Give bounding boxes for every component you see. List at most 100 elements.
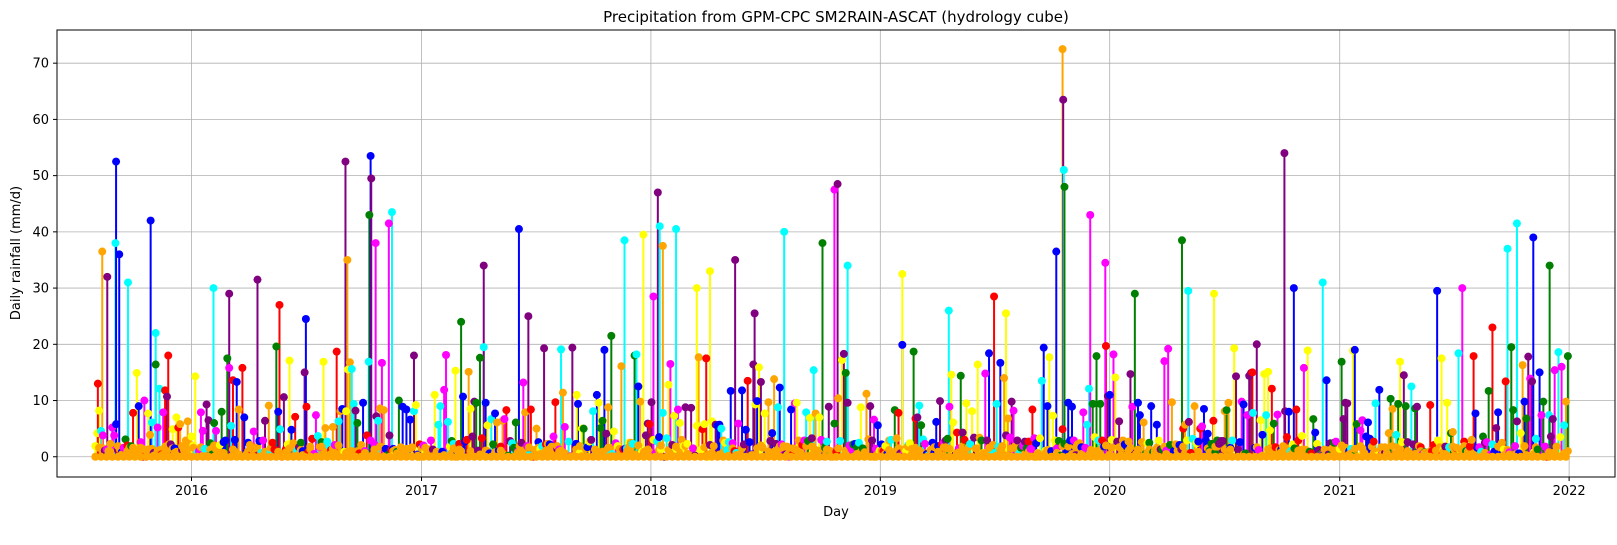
data-point [664,380,673,389]
data-point [1292,405,1301,414]
data-point [743,376,752,385]
zero-point [1443,452,1452,461]
zero-point [357,452,366,461]
data-point [1552,442,1561,451]
data-point [374,416,383,425]
data-point [1512,417,1521,426]
zero-point [1109,452,1118,461]
data-point [956,371,965,380]
data-point [1003,414,1012,423]
y-tick-label: 20 [32,338,49,353]
data-point [500,415,509,424]
zero-point [176,452,185,461]
zero-point [1465,452,1474,461]
zero-point [498,452,507,461]
data-point [1079,408,1088,417]
zero-point [345,452,354,461]
zero-point [402,452,411,461]
zero-point [1420,452,1429,461]
data-point [1058,425,1067,434]
data-point [1318,278,1327,287]
zero-point [340,452,349,461]
data-point [843,261,852,270]
zero-point [770,452,779,461]
data-point [103,272,112,281]
zero-point [232,452,241,461]
zero-point [871,452,880,461]
zero-point [1171,452,1180,461]
zero-point [747,452,756,461]
data-point [264,401,273,410]
data-point [1394,399,1403,408]
data-point [1437,354,1446,363]
data-point [1546,432,1555,441]
data-point [1448,428,1457,437]
data-point [259,436,268,445]
data-point [1518,361,1527,370]
data-point [385,431,394,440]
zero-point [1064,452,1073,461]
zero-point [1199,452,1208,461]
data-point [770,375,779,384]
data-point [364,357,373,366]
data-point [745,438,754,447]
data-point [1198,422,1207,431]
zero-point [1409,452,1418,461]
data-point [367,174,376,183]
data-point [818,239,827,248]
data-point [1484,386,1493,395]
data-point [731,255,740,264]
data-point [1152,420,1161,429]
data-point [176,420,185,429]
data-point [998,442,1007,451]
zero-point [374,452,383,461]
data-point [830,419,839,428]
zero-point [1194,452,1203,461]
zero-point [1041,452,1050,461]
chart-title: Precipitation from GPM-CPC SM2RAIN-ASCAT… [603,8,1069,26]
zero-point [606,452,615,461]
data-point [607,331,616,340]
data-point [121,435,130,444]
data-point [161,386,170,395]
data-point [1133,445,1142,454]
zero-point [1386,452,1395,461]
data-point [1160,357,1169,366]
data-point [1375,385,1384,394]
data-point [775,383,784,392]
data-point [1199,404,1208,413]
data-point [1239,400,1248,409]
data-point [992,399,1001,408]
zero-point [1035,452,1044,461]
data-point [332,347,341,356]
zero-point [1539,452,1548,461]
zero-point [1437,452,1446,461]
data-point [936,397,945,406]
zero-point [781,452,790,461]
zero-point [1364,452,1373,461]
plot-frame [56,29,1616,478]
data-point [1531,434,1540,443]
data-point [1009,406,1018,415]
data-point [1488,323,1497,332]
data-point [489,440,498,449]
zero-point [1211,452,1220,461]
data-point [276,425,285,434]
zero-point [634,452,643,461]
zero-point [1330,452,1339,461]
zero-point [1086,452,1095,461]
zero-point [1132,452,1141,461]
zero-point [442,452,451,461]
data-point [457,317,466,326]
zero-point [589,452,598,461]
data-point [93,379,102,388]
data-point [357,440,366,449]
data-point [140,396,149,405]
data-point [658,241,667,250]
data-point [1516,429,1525,438]
data-point [365,210,374,219]
data-point [311,411,320,420]
zero-point [289,452,298,461]
data-point [787,405,796,414]
zero-point [668,452,677,461]
